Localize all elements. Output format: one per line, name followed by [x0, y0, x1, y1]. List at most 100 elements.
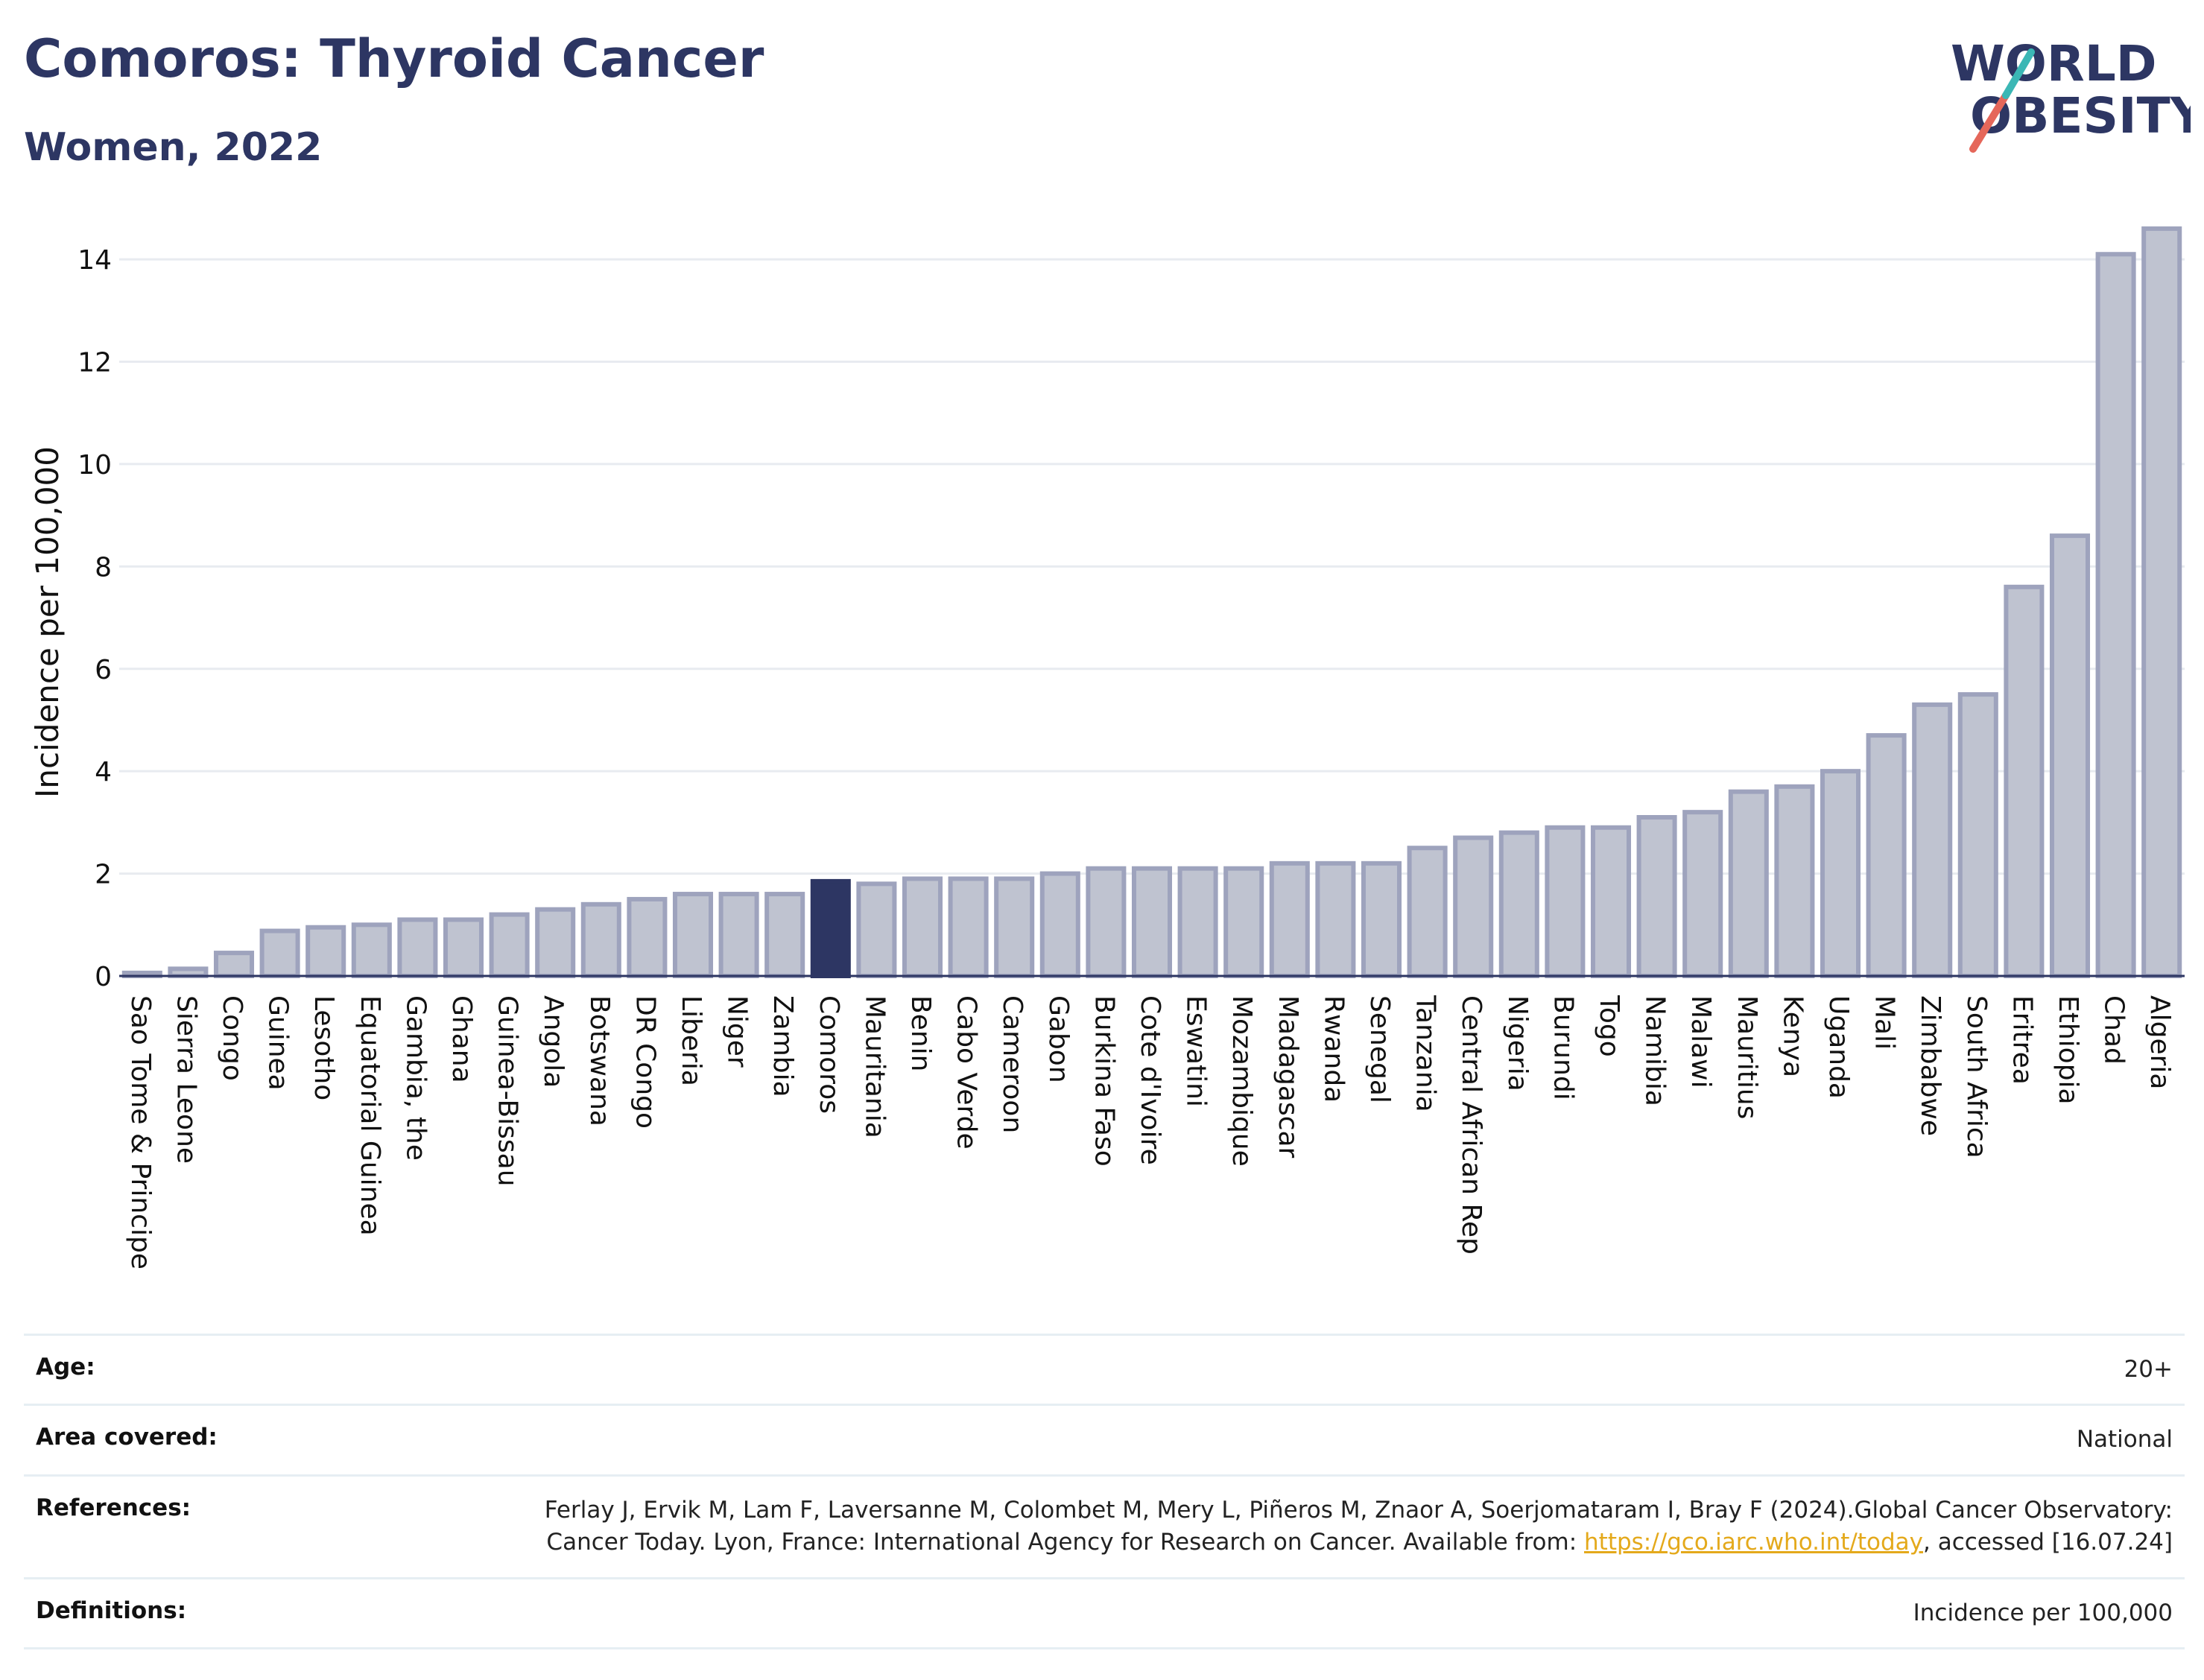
- bar-ethiopia: [2049, 533, 2091, 978]
- area-label: Area covered:: [36, 1424, 218, 1451]
- x-tick-label: Tanzania: [1410, 995, 1441, 1112]
- y-tick-label: 0: [95, 962, 112, 992]
- area-value: National: [2076, 1426, 2173, 1454]
- bar-niger: [718, 892, 759, 978]
- definitions-label: Definitions:: [36, 1597, 187, 1624]
- bar-ghana: [443, 917, 484, 978]
- bar-mali: [1866, 733, 1907, 978]
- bar-chart: 0 2 4 6 8 10 12 14 Sao Tome & Principe Sierra Le…: [29, 226, 2185, 1269]
- bar-benin: [902, 876, 943, 979]
- x-tick-labels: Sao Tome & Principe Sierra Leone Congo Guin…: [125, 995, 2175, 1269]
- x-tick-label: Togo: [1594, 995, 1624, 1057]
- bar-gambia-the: [397, 917, 438, 978]
- bar-burkina-faso: [1086, 866, 1127, 978]
- x-tick-label: Gabon: [1043, 995, 1074, 1083]
- age-label: Age:: [36, 1354, 95, 1381]
- bar-namibia: [1636, 815, 1677, 979]
- y-tick-labels: 0 2 4 6 8 10 12 14: [77, 245, 112, 992]
- y-tick-label: 4: [95, 757, 112, 787]
- y-tick-label: 12: [77, 348, 112, 378]
- x-tick-label: Angola: [538, 995, 569, 1088]
- bar-malawi: [1682, 810, 1723, 979]
- bar-cameroon: [994, 876, 1035, 979]
- y-tick-label: 10: [77, 450, 112, 481]
- references-value: Ferlay J, Ervik M, Lam F, Laversanne M, …: [459, 1494, 2173, 1559]
- x-tick-label: Central African Rep: [1456, 995, 1486, 1255]
- x-tick-label: Mozambique: [1226, 995, 1257, 1167]
- x-tick-label: Niger: [722, 995, 753, 1068]
- references-link[interactable]: https://gco.iarc.who.int/today: [1584, 1529, 1923, 1556]
- x-tick-label: Ethiopia: [2053, 995, 2083, 1105]
- logo-slash-teal: [2002, 48, 2035, 99]
- x-tick-label: Burundi: [1548, 995, 1578, 1100]
- references-label: References:: [36, 1494, 191, 1521]
- bar-algeria: [2141, 226, 2182, 979]
- bar-angola: [535, 907, 576, 979]
- bar-south-africa: [1957, 692, 1998, 978]
- bar-botswana: [580, 901, 621, 979]
- bar-rwanda: [1315, 860, 1356, 978]
- y-tick-label: 14: [77, 245, 112, 276]
- y-axis-label: Incidence per 100,000: [29, 446, 66, 798]
- bar-madagascar: [1269, 860, 1310, 978]
- definitions-value: Incidence per 100,000: [1913, 1599, 2173, 1626]
- x-tick-label: Congo: [217, 995, 247, 1081]
- y-tick-label: 8: [95, 552, 112, 583]
- x-tick-label: Eswatini: [1181, 995, 1212, 1107]
- x-tick-label: South Africa: [1961, 995, 1992, 1158]
- bar-senegal: [1361, 860, 1402, 978]
- page-subtitle: Women, 2022: [24, 125, 323, 170]
- x-tick-label: Burkina Faso: [1089, 995, 1119, 1167]
- x-tick-label: Malawi: [1685, 995, 1716, 1088]
- x-tick-label: Cabo Verde: [951, 995, 982, 1150]
- info-row-references: References: Ferlay J, Ervik M, Lam F, La…: [24, 1474, 2185, 1577]
- bar-central-african-rep: [1453, 835, 1494, 978]
- y-tick-label: 6: [95, 655, 112, 685]
- bar-liberia: [672, 892, 714, 978]
- bar-nigeria: [1498, 830, 1539, 978]
- x-tick-label: Uganda: [1823, 995, 1854, 1099]
- bar-tanzania: [1407, 846, 1448, 979]
- x-tick-label: DR Congo: [630, 995, 660, 1129]
- x-tick-label: Mali: [1869, 995, 1900, 1050]
- page-title: Comoros: Thyroid Cancer: [24, 28, 764, 89]
- bar-kenya: [1774, 784, 1815, 979]
- age-value: 20+: [2124, 1356, 2173, 1383]
- info-row-age: Age: 20+: [24, 1334, 2185, 1404]
- x-tick-label: Guinea-Bissau: [493, 995, 523, 1187]
- x-tick-label: Liberia: [676, 995, 706, 1086]
- x-tick-label: Cameroon: [997, 995, 1027, 1133]
- x-tick-label: Nigeria: [1502, 995, 1533, 1091]
- bar-zimbabwe: [1912, 702, 1953, 978]
- x-tick-label: Comoros: [814, 995, 844, 1114]
- info-row-definitions: Definitions: Incidence per 100,000: [24, 1576, 2185, 1649]
- x-tick-label: Namibia: [1640, 995, 1671, 1106]
- x-tick-label: Guinea: [263, 995, 294, 1091]
- bar-eswatini: [1177, 866, 1218, 978]
- bar-togo: [1590, 825, 1632, 978]
- x-tick-label: Sao Tome & Principe: [125, 995, 156, 1269]
- x-tick-label: Mauritania: [859, 995, 890, 1138]
- x-tick-label: Chad: [2099, 995, 2129, 1065]
- bar-cote-d-ivoire: [1131, 866, 1173, 978]
- bar-eritrea: [2004, 584, 2045, 978]
- info-table: Age: 20+ Area covered: National Referenc…: [24, 1334, 2185, 1649]
- bar-comoros: [810, 878, 851, 978]
- bar-mauritania: [856, 881, 897, 979]
- x-tick-label: Madagascar: [1273, 995, 1303, 1158]
- x-tick-label: Benin: [905, 995, 936, 1071]
- bar-uganda: [1820, 769, 1861, 978]
- bar-burundi: [1545, 825, 1586, 978]
- bar-dr-congo: [627, 896, 668, 978]
- info-row-area: Area covered: National: [24, 1404, 2185, 1474]
- bar-chad: [2095, 252, 2136, 978]
- world-obesity-logo: WORLD OBESITY: [1951, 35, 2191, 153]
- bar-cabo-verde: [948, 876, 989, 979]
- x-tick-label: Zimbabwe: [1915, 995, 1945, 1136]
- x-tick-label: Mauritius: [1732, 995, 1762, 1119]
- x-tick-label: Cote d'Ivoire: [1135, 995, 1165, 1165]
- x-tick-label: Sierra Leone: [171, 995, 201, 1164]
- bar-gabon: [1039, 871, 1080, 979]
- references-text: Ferlay J, Ervik M, Lam F, Laversanne M, …: [544, 1496, 2173, 1556]
- x-tick-label: Kenya: [1777, 995, 1808, 1077]
